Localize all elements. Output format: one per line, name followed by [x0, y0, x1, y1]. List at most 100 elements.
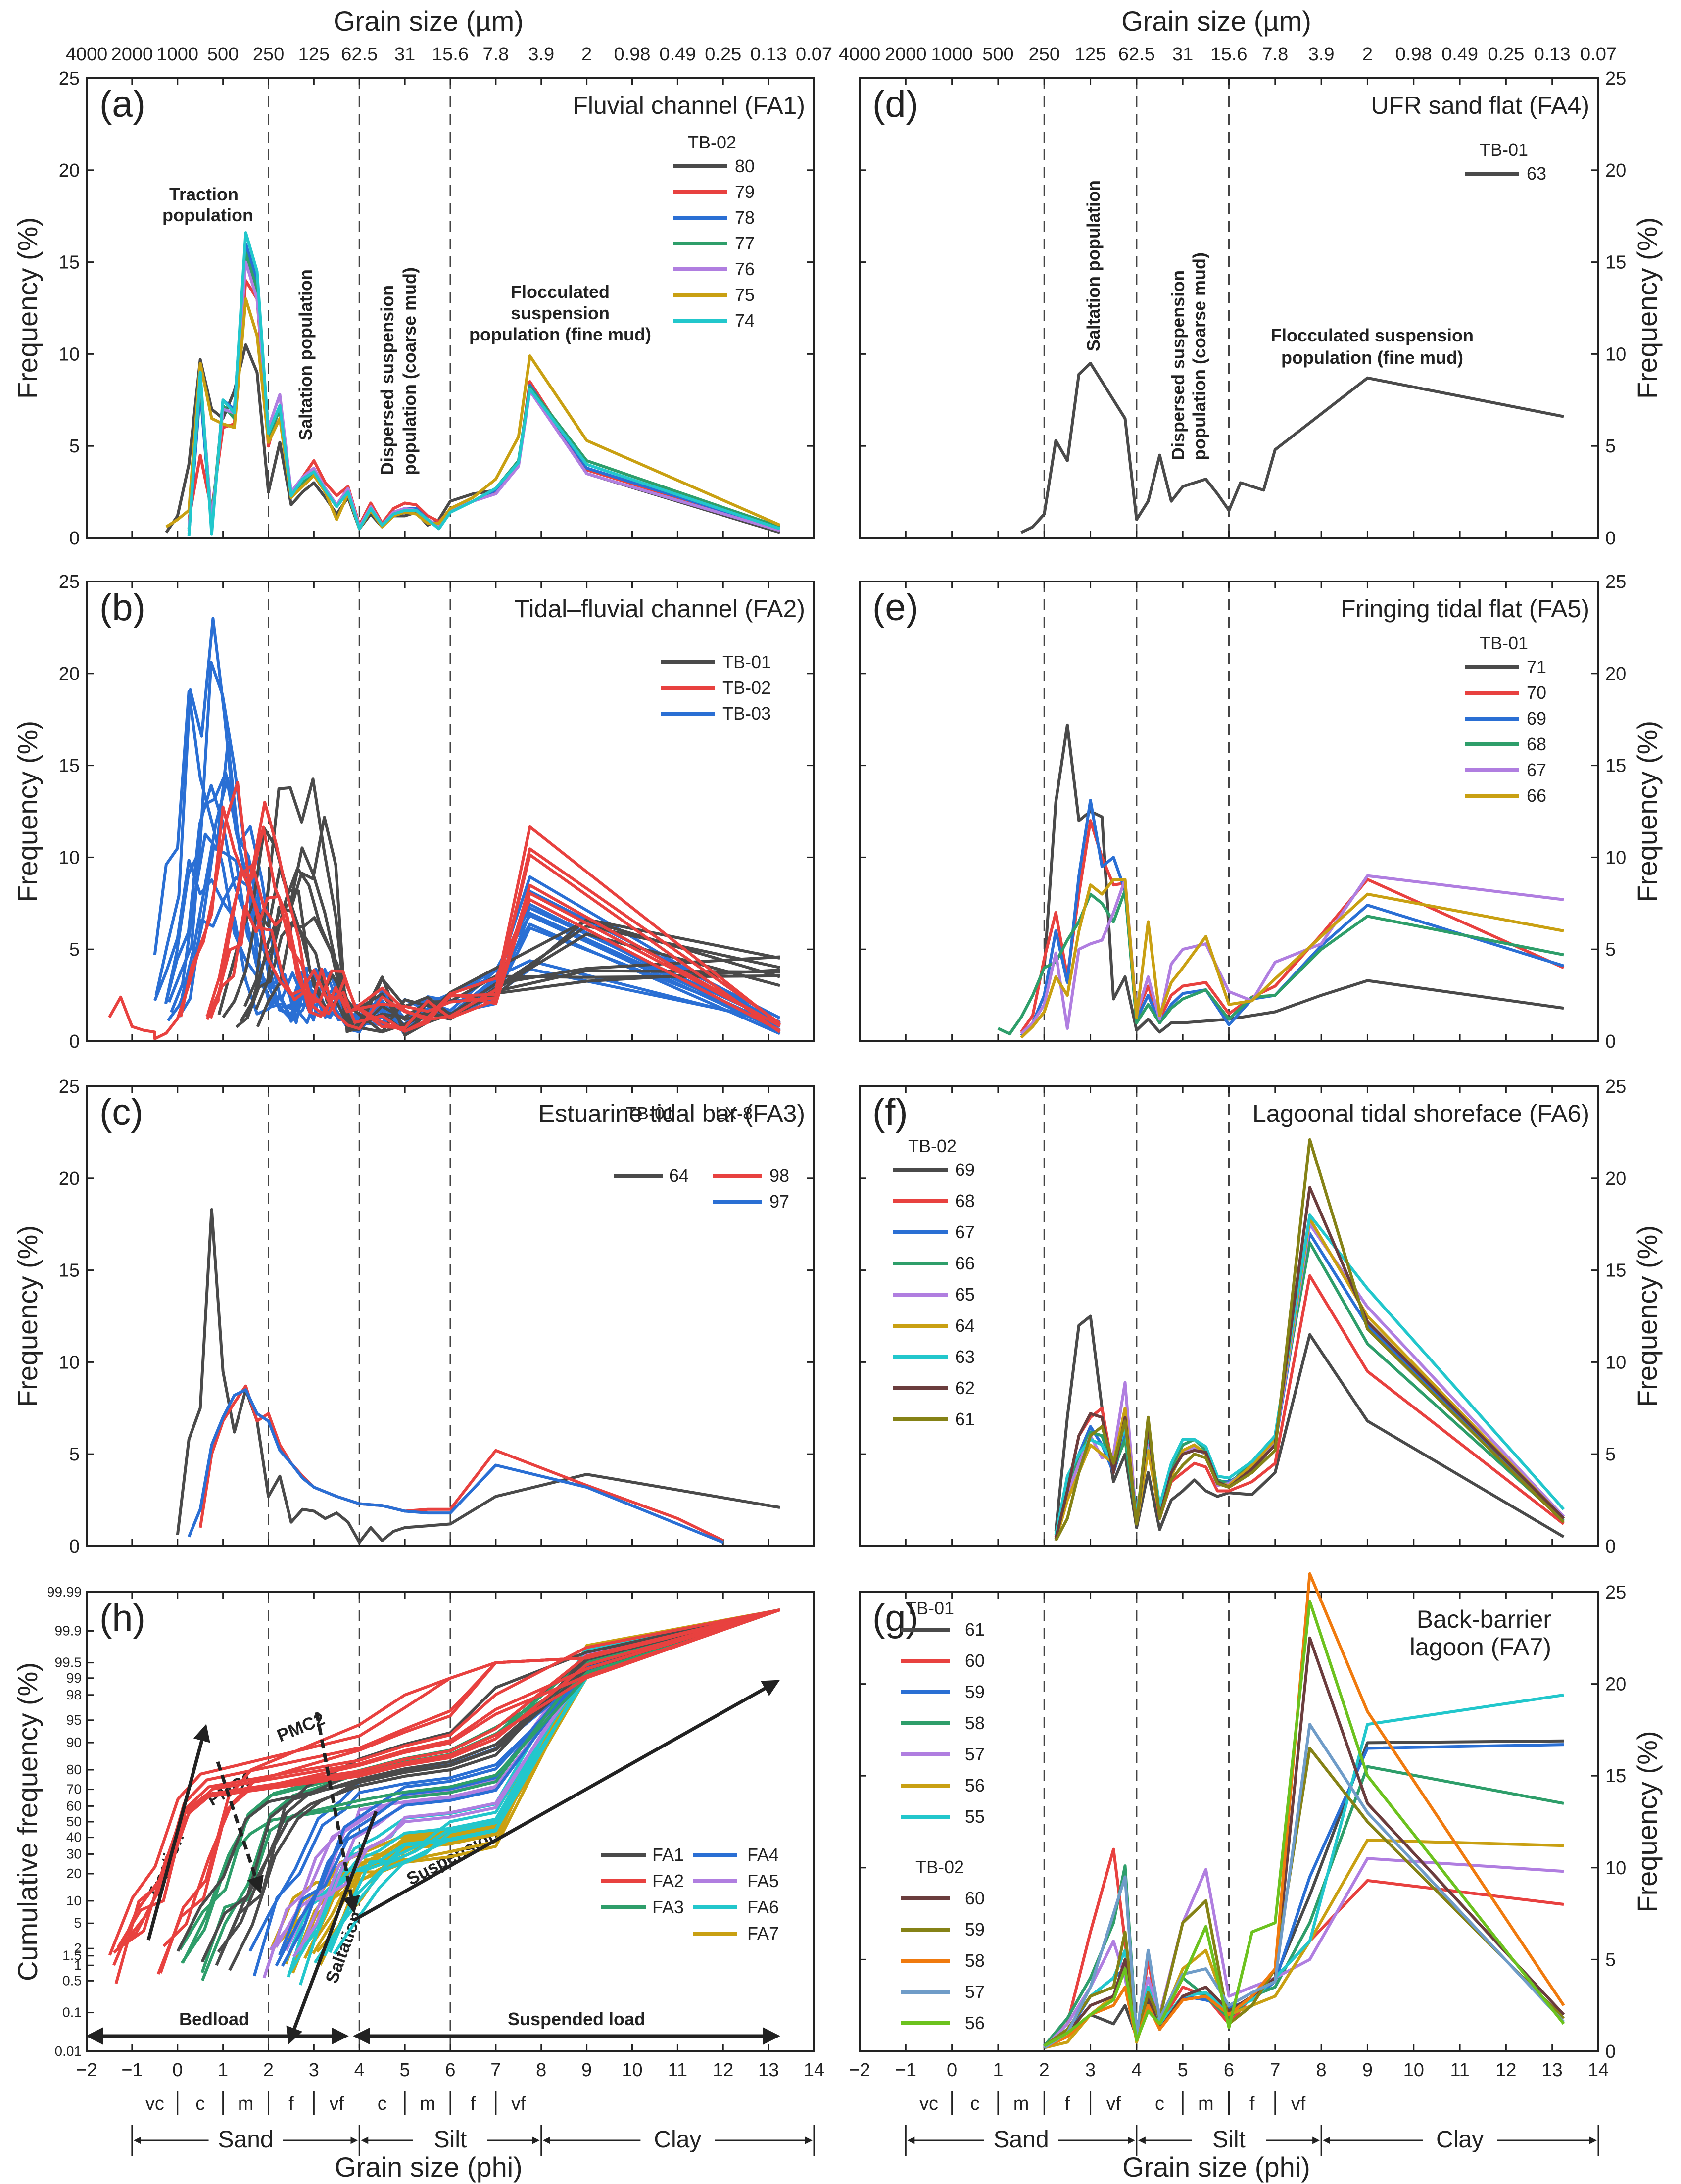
panel-a-annotations: Traction population Saltation population…	[162, 184, 651, 475]
panel-h-ytick-label: 99	[66, 1670, 82, 1686]
panel-f-ytick-label: 15	[1605, 1261, 1626, 1281]
legend-entry: 68	[955, 1191, 975, 1211]
phi-tick-label: −2	[76, 2060, 97, 2081]
um-tick-label: 2000	[885, 44, 927, 65]
panel-title-2: lagoon (FA7)	[1410, 1633, 1551, 1661]
pmc1-arrow	[216, 1761, 264, 1894]
panel-title: UFR sand flat (FA4)	[1371, 92, 1589, 119]
series-TB-02-2	[206, 800, 781, 1030]
phi-tick-label: 5	[1178, 2060, 1188, 2081]
legend-entry: FA5	[747, 1871, 779, 1891]
panel-title: Lagoonal tidal shoreface (FA6)	[1252, 1100, 1589, 1127]
panel-label: (b)	[99, 586, 145, 629]
legend-entry: 76	[735, 259, 755, 279]
um-tick-label: 0.07	[796, 44, 832, 65]
panel-label: (e)	[872, 586, 918, 629]
legend-entry: 80	[735, 156, 755, 176]
flocculated-label-3: population (fine mud)	[469, 324, 651, 344]
um-tick-label: 62.5	[341, 44, 378, 65]
group-label-bg	[984, 2125, 1058, 2150]
size-class-label: f	[471, 2093, 476, 2114]
um-tick-label: 250	[253, 44, 284, 65]
panel-f-ylabel: Frequency (%)	[1632, 1225, 1663, 1407]
size-class-label: m	[420, 2093, 435, 2114]
size-class-label: m	[1198, 2093, 1214, 2114]
um-tick-label: 500	[982, 44, 1013, 65]
phi-tick-label: 4	[1131, 2060, 1142, 2081]
phi-tick-label: 6	[445, 2060, 455, 2081]
legend-entry: 70	[1527, 682, 1546, 703]
series-64	[176, 1208, 780, 1544]
legend-entry: 58	[965, 1713, 985, 1733]
legend-entry: 65	[955, 1284, 975, 1305]
legend-entry: 75	[735, 285, 755, 305]
size-class-label: vf	[1106, 2093, 1121, 2114]
phi-tick-label: 7	[490, 2060, 501, 2081]
panel-d-ytick-label: 15	[1605, 252, 1626, 273]
phi-tick-label: 14	[1588, 2060, 1609, 2081]
panel-b-ylabel: Frequency (%)	[12, 721, 43, 902]
legend-entry: 62	[955, 1378, 975, 1398]
size-class-label: c	[195, 2093, 205, 2114]
panel-h-ytick-label: 10	[66, 1893, 82, 1908]
panel-label: (g)	[872, 1597, 918, 1639]
size-class-label: vc	[145, 2093, 164, 2114]
um-tick-label: 1000	[156, 44, 198, 65]
panel-a-ytick-label: 20	[59, 160, 80, 181]
legend-title: TB-01	[1480, 633, 1528, 653]
panel-label: (a)	[99, 83, 145, 125]
panel-h-ytick-label: 80	[66, 1762, 82, 1777]
size-class-label: vc	[919, 2093, 938, 2114]
panel-c-ytick-label: 0	[69, 1536, 80, 1557]
um-tick-label: 0.25	[705, 44, 741, 65]
d-dispersed-label: Dispersed suspension	[1168, 270, 1188, 460]
panel-g-ytick-label: 25	[1605, 1582, 1626, 1603]
panel-h-ytick-label: 98	[66, 1687, 82, 1702]
h-suspended-load-label: Suspended load	[508, 2009, 645, 2029]
size-class-label: vf	[1291, 2093, 1306, 2114]
um-tick-label: 1000	[931, 44, 973, 65]
traction-population-label: Traction	[169, 184, 239, 204]
panel-b-ytick-label: 10	[59, 847, 80, 868]
legend-entry: 71	[1527, 657, 1546, 677]
legend-entry: 60	[965, 1650, 985, 1671]
um-tick-label: 7.8	[482, 44, 509, 65]
series-57	[1043, 1723, 1565, 2049]
panel-d-ylabel: Frequency (%)	[1632, 217, 1663, 399]
series-71	[1043, 723, 1564, 1034]
d-flocculated-label: Flocculated suspension	[1271, 325, 1474, 345]
legend-entry: 67	[955, 1222, 975, 1242]
phi-tick-label: 6	[1224, 2060, 1234, 2081]
panel-label: (d)	[872, 83, 918, 125]
h-bedload-label: Bedload	[179, 2009, 249, 2029]
legend-entry: 63	[955, 1347, 975, 1367]
legend-entry: TB-03	[722, 703, 771, 724]
legend-entry: 61	[955, 1409, 975, 1429]
phi-tick-label: 10	[1403, 2060, 1424, 2081]
um-tick-label: 125	[1075, 44, 1106, 65]
series-63	[1054, 1213, 1565, 1536]
legend-entry: 77	[735, 233, 755, 253]
panel-g-ylabel: Frequency (%)	[1632, 1731, 1663, 1912]
legend-title: TB-02	[915, 1857, 964, 1877]
legend-entry: 58	[965, 1950, 985, 1971]
panel-c-frame	[86, 1085, 815, 1547]
panel-d-ytick-label: 20	[1605, 160, 1626, 181]
panel-c-ylabel: Frequency (%)	[12, 1225, 43, 1407]
flocculated-label-2: suspension	[511, 303, 610, 323]
um-tick-label: 0.13	[750, 44, 787, 65]
group-label: Clay	[654, 2127, 701, 2153]
panel-d-ytick-label: 25	[1605, 68, 1626, 89]
bottom-axis-label-left: Grain size (phi)	[335, 2151, 523, 2183]
um-tick-label: 0.49	[1441, 44, 1478, 65]
um-tick-label: 3.9	[1308, 44, 1335, 65]
panel-label: (h)	[99, 1597, 145, 1639]
panel-h-ylabel: Cumulative frequency (%)	[12, 1662, 43, 1981]
panel-g-ytick-label: 20	[1605, 1674, 1626, 1695]
phi-tick-label: 2	[1039, 2060, 1050, 2081]
size-class-label: f	[288, 2093, 294, 2114]
panel-h-ytick-label: 2	[74, 1941, 82, 1956]
phi-tick-label: 1	[218, 2060, 228, 2081]
panel-c-ytick-label: 20	[59, 1168, 80, 1189]
phi-tick-label: 3	[309, 2060, 319, 2081]
